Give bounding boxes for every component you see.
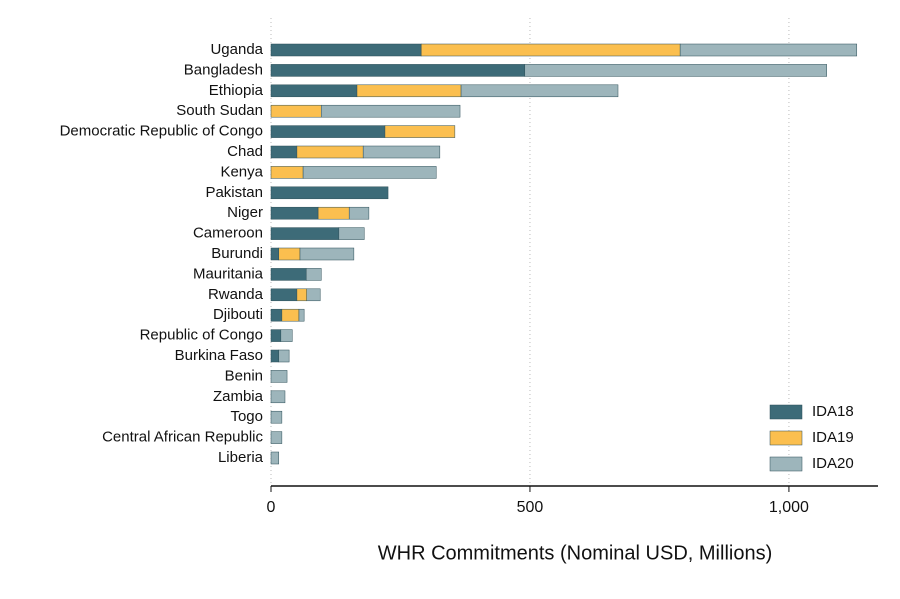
- bar-segment: [296, 145, 364, 159]
- bar-segment: [362, 145, 441, 159]
- bar-segment: [270, 145, 298, 159]
- x-tick-label: 0: [267, 499, 276, 516]
- bar-segment: [270, 227, 340, 240]
- bar-segment: [305, 268, 322, 281]
- bar-segment: [296, 288, 307, 302]
- bar-segment: [299, 247, 355, 261]
- bar-segment: [270, 390, 286, 404]
- bar-segment: [270, 166, 304, 179]
- bar-segment: [270, 308, 283, 322]
- bar-segment: [281, 308, 300, 322]
- bar-segment: [270, 268, 307, 281]
- y-tick-label: Burundi: [211, 245, 263, 262]
- y-tick-label: Chad: [227, 143, 263, 160]
- y-tick-label: Pakistan: [205, 184, 263, 201]
- bar-segment: [270, 329, 282, 342]
- legend-swatch: [769, 456, 803, 472]
- legend-label: IDA18: [812, 403, 854, 420]
- bar-segment: [270, 349, 280, 363]
- legend-label: IDA20: [812, 455, 854, 472]
- y-tick-label: Togo: [230, 408, 263, 425]
- x-axis-title: WHR Commitments (Nominal USD, Millions): [378, 542, 772, 564]
- bar-segment: [270, 186, 389, 200]
- y-tick-label: Mauritania: [193, 265, 264, 282]
- y-tick-label: Kenya: [220, 163, 263, 180]
- bar-segment: [270, 43, 422, 57]
- bar-segment: [270, 84, 358, 98]
- bar-segment: [317, 206, 350, 220]
- legend-swatch: [769, 404, 803, 420]
- y-tick-label: Republic of Congo: [140, 327, 263, 344]
- bar-segment: [270, 451, 280, 465]
- legend-swatch: [769, 430, 803, 446]
- y-tick-label: Liberia: [218, 449, 264, 466]
- bar-segment: [270, 370, 288, 383]
- y-tick-label: Cameroon: [193, 225, 263, 242]
- bar-segment: [278, 349, 290, 363]
- bar-segment: [524, 64, 827, 77]
- bar-segment: [270, 247, 280, 261]
- bar-segment: [460, 84, 619, 98]
- x-tick-label: 1,000: [769, 499, 809, 516]
- y-tick-label: Benin: [225, 367, 263, 384]
- x-tick-label: 500: [517, 499, 544, 516]
- y-tick-label: Djibouti: [213, 306, 263, 323]
- legend-label: IDA19: [812, 429, 854, 446]
- bar-segment: [679, 43, 858, 57]
- y-tick-label: Central African Republic: [102, 429, 263, 446]
- bar-segment: [338, 227, 365, 240]
- y-tick-label: Ethiopia: [209, 82, 264, 99]
- bar-segment: [384, 125, 456, 138]
- bar-segment: [278, 247, 301, 261]
- bar-segment: [270, 206, 319, 220]
- bar-segment: [270, 431, 283, 444]
- bar-segment: [270, 125, 386, 138]
- y-tick-label: Bangladesh: [184, 61, 263, 78]
- y-tick-label: Zambia: [213, 388, 264, 405]
- y-tick-label: Rwanda: [208, 286, 264, 303]
- y-tick-label: South Sudan: [176, 102, 263, 119]
- bar-segment: [280, 329, 293, 342]
- bar-segment: [348, 206, 370, 220]
- bar-segment: [270, 410, 283, 424]
- y-tick-label: Uganda: [210, 41, 263, 58]
- bar-segment: [320, 104, 461, 118]
- bar-segment: [298, 308, 305, 322]
- y-tick-label: Niger: [227, 204, 263, 221]
- bar-segment: [302, 166, 437, 179]
- bar-segment: [270, 104, 322, 118]
- bar-segment: [270, 64, 526, 77]
- bar-segment: [420, 43, 681, 57]
- y-tick-label: Democratic Republic of Congo: [60, 123, 263, 140]
- bar-segment: [356, 84, 462, 98]
- bar-segment: [270, 288, 298, 302]
- y-tick-label: Burkina Faso: [175, 347, 263, 364]
- bar-segment: [306, 288, 321, 302]
